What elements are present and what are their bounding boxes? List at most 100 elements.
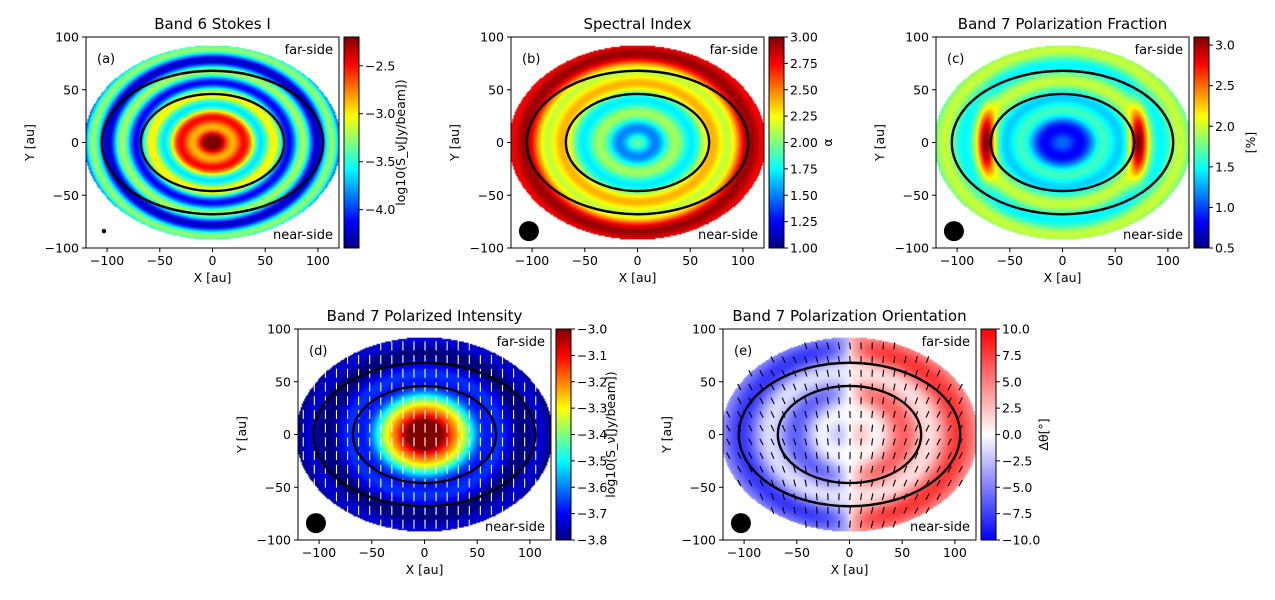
polarization-vector [793,438,797,446]
polarization-vector [815,342,819,350]
x-tick-label: −100 [90,253,124,268]
x-axis-label: X [au] [619,270,657,285]
polarization-vector [815,410,819,418]
polarization-vector [958,479,963,487]
polarization-vector [748,479,753,487]
polarization-vector [893,369,896,377]
polarization-vector [882,383,885,391]
x-tick-label: 50 [1107,253,1123,268]
colorbar-label: α [820,138,835,146]
panel-title: Spectral Index [584,15,692,33]
beam-marker [305,513,326,534]
colorbar-tick-label: −3.0 [365,106,395,121]
polarization-vector [925,438,930,446]
polarization-vector [759,397,764,405]
polarization-vector [881,493,885,501]
polarization-vector [804,397,808,405]
polarization-vector [804,520,807,528]
y-tick-label: 100 [692,322,716,337]
colorbar-tick-label: −2.5 [1002,453,1032,468]
polarization-vector [737,479,742,487]
polarization-vector [726,424,731,432]
colorbar: −4.0 −3.5 −3.0 −2.5 log10(S_ν[Jy/beam]) [343,36,408,249]
polarization-vector [882,397,885,405]
polarization-vector [781,438,786,446]
x-tick-label: −100 [515,253,549,268]
polarization-vector [770,369,775,377]
x-tick-label: 100 [306,253,330,268]
colorbar-tick-label: 1.00 [790,241,818,256]
far-side-label: far-side [922,335,970,350]
polarization-vector [804,493,807,501]
polarization-vector [815,369,819,377]
polarization-vector [936,438,941,446]
polarization-vector [860,452,862,460]
heatmap-image [511,37,764,248]
y-tick-label: −50 [265,480,291,495]
polarization-vector [815,438,818,446]
heatmap-image [298,329,551,540]
polarization-vector [958,383,963,391]
panel-title: Band 7 Polarized Intensity [327,307,523,325]
polarization-vector [947,465,952,473]
panel-label: (b) [522,52,540,67]
polarization-vector [849,342,851,350]
polarization-vector [958,452,963,459]
beam-marker [101,228,107,234]
y-tick-label: 100 [267,322,291,337]
colorbar-tick-label: 5.0 [1002,374,1022,389]
polarization-vector [882,356,885,364]
heatmap-image [723,329,976,540]
far-side-label: far-side [710,43,758,58]
polarization-vector [903,424,907,432]
x-tick-label: 50 [469,545,485,560]
polarization-vector [815,493,818,501]
y-tick-label: 50 [700,374,716,389]
heatmap-image [936,37,1189,248]
polarization-vector [781,397,786,405]
x-tick-label: −50 [997,253,1023,268]
polarization-vector [737,465,742,473]
polarization-vector [871,452,874,460]
polarization-vector [737,397,742,405]
panel-label: (d) [309,344,327,359]
colorbar-tick-label: 3.0 [1215,38,1235,53]
y-tick-label: 50 [488,82,504,97]
panel-title: Band 6 Stokes I [154,15,271,33]
x-tick-label: 0 [209,253,217,268]
polarization-vector [893,356,896,364]
x-tick-label: −50 [359,545,385,560]
colorbar-gradient [1194,37,1209,248]
x-tick-label: −100 [940,253,974,268]
polarization-vector [925,397,930,405]
x-tick-label: 100 [731,253,755,268]
polarization-vector [849,493,851,501]
beam-marker [518,221,539,242]
y-tick-label: 0 [71,135,79,150]
polarization-vector [793,506,796,514]
polarization-vector [827,465,829,473]
polarization-vector [748,452,753,459]
polarization-vector [892,493,896,501]
polarization-vector [826,356,830,364]
polarization-vector [893,383,896,391]
x-tick-label: −50 [784,545,810,560]
polarization-vector [759,369,764,377]
x-tick-label: −100 [727,545,761,560]
polarization-vector [804,452,808,460]
polarization-vector [892,520,897,528]
polarization-vector [881,452,885,460]
polarization-vector [770,465,775,473]
polarization-vector [815,506,818,514]
y-tick-label: −100 [45,241,79,256]
x-tick-label: −50 [572,253,598,268]
polarization-vector [759,438,764,446]
polarization-vector [947,411,952,418]
panel-e: −100 −50 0 50 100 −100 −50 0 50 100 Band 7 Polariz… [659,307,1051,577]
colorbar-tick-label: 2.50 [790,82,818,97]
y-tick-label: −100 [470,241,504,256]
polarization-vector [804,410,808,418]
polarization-vector [870,520,874,528]
polarization-vector [793,465,797,473]
